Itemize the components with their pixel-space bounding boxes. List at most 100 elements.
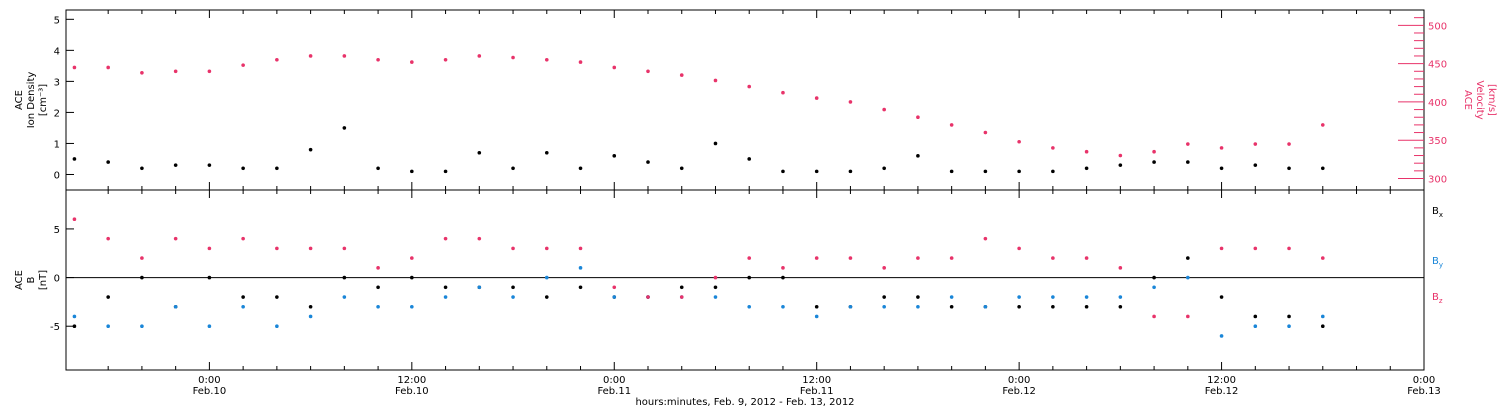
series-top-1-point <box>1118 153 1123 158</box>
series-top-0-point <box>1051 169 1055 174</box>
series-b-Bx-point <box>1186 256 1190 260</box>
x-tick-label-date: Feb.11 <box>597 386 631 397</box>
series-b-Bz-point <box>713 275 718 280</box>
y-tick-label: 5 <box>54 15 60 26</box>
series-b-Bz-point <box>106 236 110 241</box>
series-b-Bz-point <box>1118 266 1123 270</box>
series-b-By-point <box>207 324 212 329</box>
series-top-1-point <box>140 71 144 75</box>
series-b-Bx-point <box>410 275 414 280</box>
bottom-panel-frame <box>65 189 1425 371</box>
series-top-0-point <box>207 163 212 167</box>
series-b-Bx-point <box>241 295 245 299</box>
series-top-1-point <box>949 123 954 127</box>
series-b-Bx-point <box>1084 304 1089 309</box>
series-top-0-point <box>1320 166 1325 171</box>
series-b-Bx-point <box>713 285 718 290</box>
top-right-axis-title-line3: [km/s] <box>1486 84 1497 116</box>
series-b-By-point <box>308 314 313 319</box>
series-b-By-point <box>443 295 448 299</box>
series-b-Bz-point <box>275 246 279 251</box>
legend-by: By <box>1432 256 1443 269</box>
series-top-0-point <box>173 163 178 167</box>
right-tick-label: 500 <box>1428 21 1447 32</box>
series-b-By-point <box>376 304 380 309</box>
series-b-Bz-point <box>207 246 212 251</box>
bottom-left-axis: -5 0 5 <box>50 225 74 333</box>
series-b-By-point <box>882 304 886 309</box>
series-top-0-point <box>679 166 684 171</box>
series-top-0-point <box>1219 166 1224 171</box>
series-top-1-point <box>1152 149 1156 154</box>
series-top-0-point <box>949 169 954 174</box>
series-b-Bx-point <box>916 295 920 299</box>
series-b-By-point <box>1017 295 1021 299</box>
right-tick-label: 300 <box>1428 175 1447 186</box>
series-b-By-point <box>544 275 549 280</box>
series-b-By-point <box>1287 324 1291 329</box>
x-tick-label-date: Feb.11 <box>800 386 834 397</box>
series-top-0-point <box>983 169 988 174</box>
series-b-By-point <box>713 295 718 299</box>
series-b-By-point <box>140 324 144 329</box>
bottom-left-axis-title-line2: B <box>26 276 37 283</box>
series-b-By-point <box>747 304 752 309</box>
series-b-Bx-point <box>679 285 684 290</box>
legend-bz: Bz <box>1432 292 1443 305</box>
bottom-left-axis-title-line1: ACE <box>14 270 25 290</box>
series-top-0-point <box>1118 163 1123 167</box>
series-top-0-point <box>544 150 549 155</box>
bottom-left-axis-title-line3: [nT] <box>38 270 49 290</box>
x-tick-label-time: 12:00 <box>1207 375 1236 386</box>
series-b-Bz-point <box>646 295 650 299</box>
series-top-1-point <box>72 65 77 70</box>
series-b-By-point <box>1084 295 1089 299</box>
series-b-Bx-point <box>72 324 77 329</box>
series-top-0-point <box>308 147 313 152</box>
series-b-Bz-point <box>308 246 313 251</box>
series-b-Bx-point <box>814 304 819 309</box>
series-b-Bz-point <box>882 266 886 270</box>
series-top-0-point <box>882 166 886 171</box>
series-b-Bz-point <box>916 256 920 260</box>
series-b-Bz-point <box>949 256 954 260</box>
legend-bx: Bx <box>1432 206 1443 219</box>
series-b-Bx-point <box>308 304 313 309</box>
series-b-By-point <box>275 324 279 329</box>
series-b-Bx-point <box>376 285 380 290</box>
series-b-Bz-point <box>140 256 144 260</box>
series-b-By-point <box>1051 295 1055 299</box>
series-b-Bz-point <box>1051 256 1055 260</box>
series-b-Bx-point <box>747 275 752 280</box>
series-top-1-point <box>1186 142 1190 146</box>
x-tick-label-time: 0:00 <box>1008 375 1030 386</box>
series-b-Bz-point <box>1219 246 1224 251</box>
series-top-1-point <box>1017 139 1021 144</box>
series-top-1-point <box>916 115 920 120</box>
x-tick-label-date: Feb.10 <box>395 386 429 397</box>
series-b-Bx-point <box>949 304 954 309</box>
y-tick-label: 3 <box>54 77 60 88</box>
x-axis: 0:00Feb.1012:00Feb.100:00Feb.1112:00Feb.… <box>107 10 1441 397</box>
series-b-By-point <box>1320 314 1325 319</box>
series-top-1-point <box>747 84 752 89</box>
series-top-0-point <box>106 160 110 164</box>
series-top-1-point <box>410 60 414 64</box>
series-top-1-point <box>612 65 617 70</box>
series-b-Bz-point <box>1287 246 1291 251</box>
series-top-1-point <box>544 57 549 62</box>
series-top-1-point <box>1084 149 1089 154</box>
series-top-0-point <box>511 166 515 171</box>
series-top-1-point <box>578 60 583 64</box>
series-b-Bz-point <box>72 217 77 221</box>
series-b-Bz-point <box>848 256 853 260</box>
series-b-Bx-point <box>342 275 347 280</box>
series-b-Bz-point <box>410 256 414 260</box>
series-b-Bz-point <box>1186 314 1190 319</box>
x-tick-label-date: Feb.12 <box>1002 386 1036 397</box>
series-b-Bz-point <box>173 236 178 241</box>
series-b-By-point <box>983 304 988 309</box>
series-b-Bz-point <box>781 266 785 270</box>
series-b-Bx-point <box>207 275 212 280</box>
top-left-axis: 0 1 2 3 4 5 <box>54 15 74 181</box>
